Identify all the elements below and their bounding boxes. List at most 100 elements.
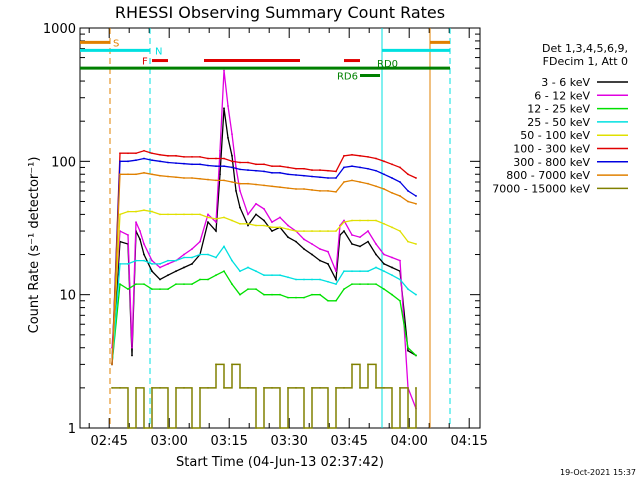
data-point (247, 182, 249, 185)
data-point (247, 224, 249, 227)
data-point (175, 176, 177, 179)
data-point (159, 213, 161, 216)
data-point (287, 276, 289, 279)
data-point (367, 167, 369, 170)
plot-area: 1 10 100 1000 02:45 03:00 03:15 03:30 03:45 04:00… (43, 22, 488, 449)
data-point (191, 248, 193, 250)
data-point (383, 288, 385, 291)
legend-label: 7000 - 15000 keV (492, 182, 590, 195)
data-point (215, 221, 217, 224)
data-point (191, 213, 193, 216)
data-point (159, 153, 161, 156)
data-point (247, 288, 249, 291)
data-point (279, 226, 281, 229)
data-point (199, 253, 201, 256)
data-point (375, 386, 377, 389)
data-point (135, 173, 137, 176)
data-point (191, 427, 193, 429)
data-point (255, 288, 257, 291)
data-point (183, 177, 185, 179)
data-point (127, 160, 129, 163)
data-point (311, 253, 313, 256)
data-point (263, 184, 265, 187)
data-point (399, 259, 401, 262)
data-point (271, 386, 273, 389)
annotation-label: RD6 (337, 72, 358, 83)
data-point (119, 263, 121, 265)
x-tick-label: 04:15 (450, 434, 487, 449)
data-point (327, 427, 329, 429)
data-point (311, 386, 313, 389)
series-7000-15000-kev (112, 363, 417, 429)
data-point (295, 230, 297, 232)
data-point (263, 386, 265, 389)
y-tick-label: 1 (68, 422, 76, 437)
data-point (359, 270, 361, 273)
data-point (399, 166, 401, 169)
data-point (231, 166, 233, 169)
data-point (279, 186, 281, 189)
data-point (295, 386, 297, 389)
data-point (239, 182, 241, 185)
data-point (247, 161, 249, 164)
data-point (239, 293, 241, 296)
data-point (183, 386, 185, 389)
data-point (367, 270, 369, 273)
data-point (271, 274, 273, 277)
data-point (223, 157, 225, 160)
data-point (199, 213, 201, 216)
data-point (183, 253, 185, 256)
data-point (311, 243, 313, 245)
data-point (271, 165, 273, 168)
data-point (167, 263, 169, 265)
data-point (127, 427, 129, 429)
data-point (327, 190, 329, 192)
data-point (351, 363, 353, 366)
data-point (407, 190, 409, 192)
data-point (351, 243, 353, 245)
data-point (223, 270, 225, 273)
data-point (139, 230, 141, 232)
data-point (199, 177, 201, 180)
data-point (131, 354, 133, 357)
data-point (375, 219, 377, 222)
data-point (119, 152, 121, 155)
data-point (391, 191, 393, 194)
series-800-7000-kev (111, 172, 417, 365)
data-point (295, 174, 297, 176)
data-point (263, 224, 265, 227)
data-point (335, 230, 337, 232)
data-point (159, 263, 161, 265)
data-point (135, 386, 137, 389)
data-point (367, 230, 369, 232)
data-point (207, 213, 209, 216)
data-point (311, 175, 313, 178)
data-point (143, 259, 145, 262)
data-point (151, 210, 153, 213)
data-point (319, 293, 321, 296)
legend-label: 3 - 6 keV (541, 76, 590, 89)
data-point (303, 167, 305, 170)
data-point (143, 149, 145, 152)
data-point (295, 296, 297, 299)
data-point (327, 280, 329, 283)
annotation-label: F (142, 57, 148, 68)
data-point (235, 190, 237, 192)
y-tick-label: 100 (51, 155, 76, 170)
data-point (279, 427, 281, 429)
data-point (223, 69, 225, 72)
legend-label: 300 - 800 keV (513, 156, 590, 169)
data-point (143, 157, 145, 160)
y-tick-label: 10 (59, 289, 76, 304)
data-point (119, 283, 121, 286)
data-point (343, 166, 345, 169)
data-point (311, 278, 313, 281)
data-point (367, 240, 369, 243)
data-point (255, 224, 257, 227)
data-point (415, 195, 417, 197)
data-point (303, 278, 305, 281)
data-point (383, 270, 385, 273)
data-point (255, 270, 257, 273)
data-point (215, 179, 217, 182)
data-point (335, 177, 337, 179)
